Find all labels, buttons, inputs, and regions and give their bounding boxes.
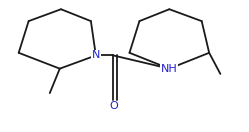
Text: O: O <box>109 101 118 111</box>
Text: NH: NH <box>161 64 178 74</box>
Text: N: N <box>92 50 100 60</box>
